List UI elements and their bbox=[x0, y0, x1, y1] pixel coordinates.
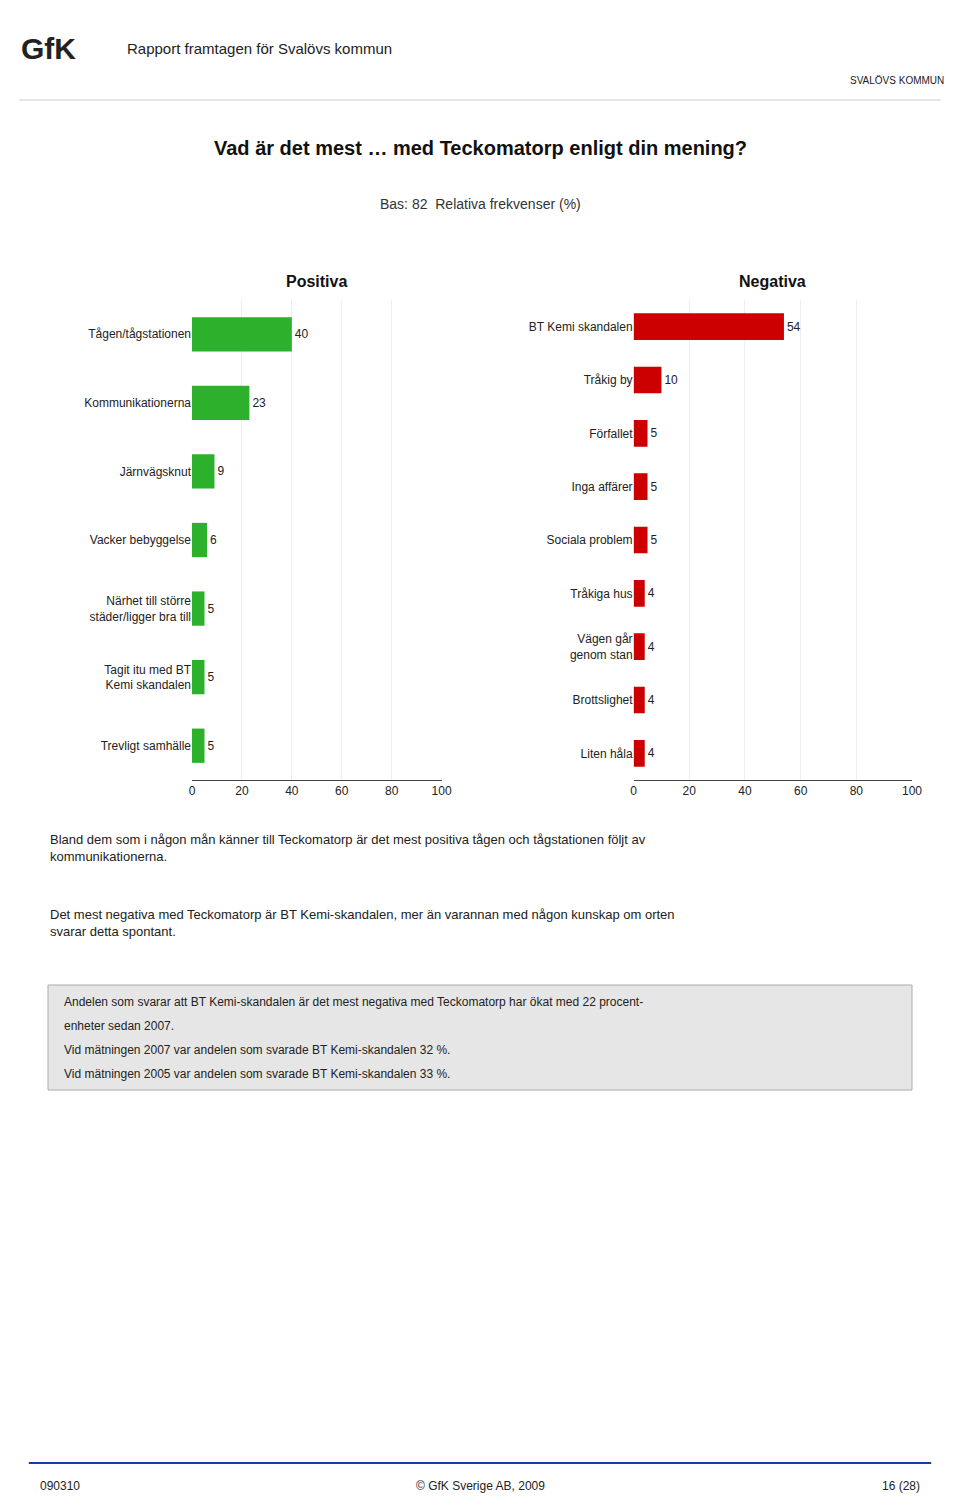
svg-text:5: 5 bbox=[651, 533, 658, 547]
svg-text:090310: 090310 bbox=[40, 1479, 80, 1493]
svg-text:4: 4 bbox=[648, 586, 655, 600]
svg-text:Rapport framtagen för Svalövs: Rapport framtagen för Svalövs kommun bbox=[127, 40, 392, 57]
svg-text:Bas: 82 Relativa frekvenser (: Bas: 82 Relativa frekvenser (%) bbox=[380, 196, 581, 212]
svg-text:23: 23 bbox=[252, 396, 266, 410]
svg-text:Vad är det mest … med Teckomat: Vad är det mest … med Teckomatorp enligt… bbox=[214, 137, 747, 159]
svg-text:5: 5 bbox=[207, 602, 214, 616]
svg-text:BT Kemi skandalen: BT Kemi skandalen bbox=[529, 320, 633, 334]
svg-text:enheter sedan 2007.: enheter sedan 2007. bbox=[64, 1019, 174, 1033]
svg-text:Tråkiga hus: Tråkiga hus bbox=[570, 587, 632, 601]
svg-text:100: 100 bbox=[902, 784, 922, 798]
svg-text:Trevligt samhälle: Trevligt samhälle bbox=[101, 739, 192, 753]
svg-text:Det mest negativa med Teckomat: Det mest negativa med Teckomatorp är BT … bbox=[50, 907, 675, 939]
svg-text:20: 20 bbox=[235, 784, 249, 798]
svg-text:40: 40 bbox=[285, 784, 299, 798]
svg-text:Inga affärer: Inga affärer bbox=[571, 480, 632, 494]
svg-text:Vägen gårgenom stan: Vägen gårgenom stan bbox=[570, 632, 633, 662]
svg-text:Förfallet: Förfallet bbox=[589, 427, 633, 441]
svg-text:10: 10 bbox=[664, 373, 678, 387]
svg-text:Tagit itu med BTKemi skandalen: Tagit itu med BTKemi skandalen bbox=[104, 663, 191, 693]
svg-text:Liten håla: Liten håla bbox=[581, 747, 633, 761]
svg-text:9: 9 bbox=[217, 464, 224, 478]
svg-text:Positiva: Positiva bbox=[286, 273, 347, 290]
svg-text:Tråkig by: Tråkig by bbox=[584, 373, 633, 387]
svg-text:5: 5 bbox=[207, 670, 214, 684]
svg-text:40: 40 bbox=[295, 327, 309, 341]
svg-text:54: 54 bbox=[787, 320, 801, 334]
svg-text:Andelen som svarar att BT Kemi: Andelen som svarar att BT Kemi-skandalen… bbox=[64, 995, 643, 1009]
svg-text:5: 5 bbox=[651, 426, 658, 440]
svg-text:Vid mätningen 2005 var andelen: Vid mätningen 2005 var andelen som svara… bbox=[64, 1067, 450, 1081]
svg-text:80: 80 bbox=[385, 784, 399, 798]
svg-text:40: 40 bbox=[738, 784, 752, 798]
svg-text:60: 60 bbox=[794, 784, 808, 798]
svg-text:Järnvägsknut: Järnvägsknut bbox=[120, 465, 192, 479]
svg-text:Närhet till störrestäder/ligge: Närhet till störrestäder/ligger bra till bbox=[90, 594, 192, 624]
svg-text:4: 4 bbox=[648, 746, 655, 760]
svg-text:60: 60 bbox=[335, 784, 349, 798]
svg-text:20: 20 bbox=[683, 784, 697, 798]
svg-text:Tågen/tågstationen: Tågen/tågstationen bbox=[88, 327, 191, 341]
svg-text:© GfK Sverige AB, 2009: © GfK Sverige AB, 2009 bbox=[416, 1479, 545, 1493]
svg-text:16 (28): 16 (28) bbox=[882, 1479, 920, 1493]
svg-text:Brottslighet: Brottslighet bbox=[573, 693, 634, 707]
svg-text:4: 4 bbox=[648, 640, 655, 654]
svg-text:GfK: GfK bbox=[21, 32, 76, 65]
svg-text:0: 0 bbox=[630, 784, 637, 798]
svg-text:Bland dem som i någon mån känn: Bland dem som i någon mån känner till Te… bbox=[50, 832, 646, 864]
svg-text:Vid mätningen 2007 var andelen: Vid mätningen 2007 var andelen som svara… bbox=[64, 1043, 450, 1057]
svg-text:Kommunikationerna: Kommunikationerna bbox=[84, 396, 191, 410]
svg-text:4: 4 bbox=[648, 693, 655, 707]
svg-text:SVALÖVS KOMMUN: SVALÖVS KOMMUN bbox=[850, 75, 944, 86]
svg-text:Vacker bebyggelse: Vacker bebyggelse bbox=[90, 533, 192, 547]
svg-text:Sociala problem: Sociala problem bbox=[547, 533, 633, 547]
svg-text:5: 5 bbox=[651, 480, 658, 494]
svg-text:Negativa: Negativa bbox=[739, 273, 806, 290]
svg-text:5: 5 bbox=[207, 739, 214, 753]
svg-text:100: 100 bbox=[432, 784, 452, 798]
svg-text:6: 6 bbox=[210, 533, 217, 547]
svg-text:80: 80 bbox=[850, 784, 864, 798]
svg-text:0: 0 bbox=[189, 784, 196, 798]
